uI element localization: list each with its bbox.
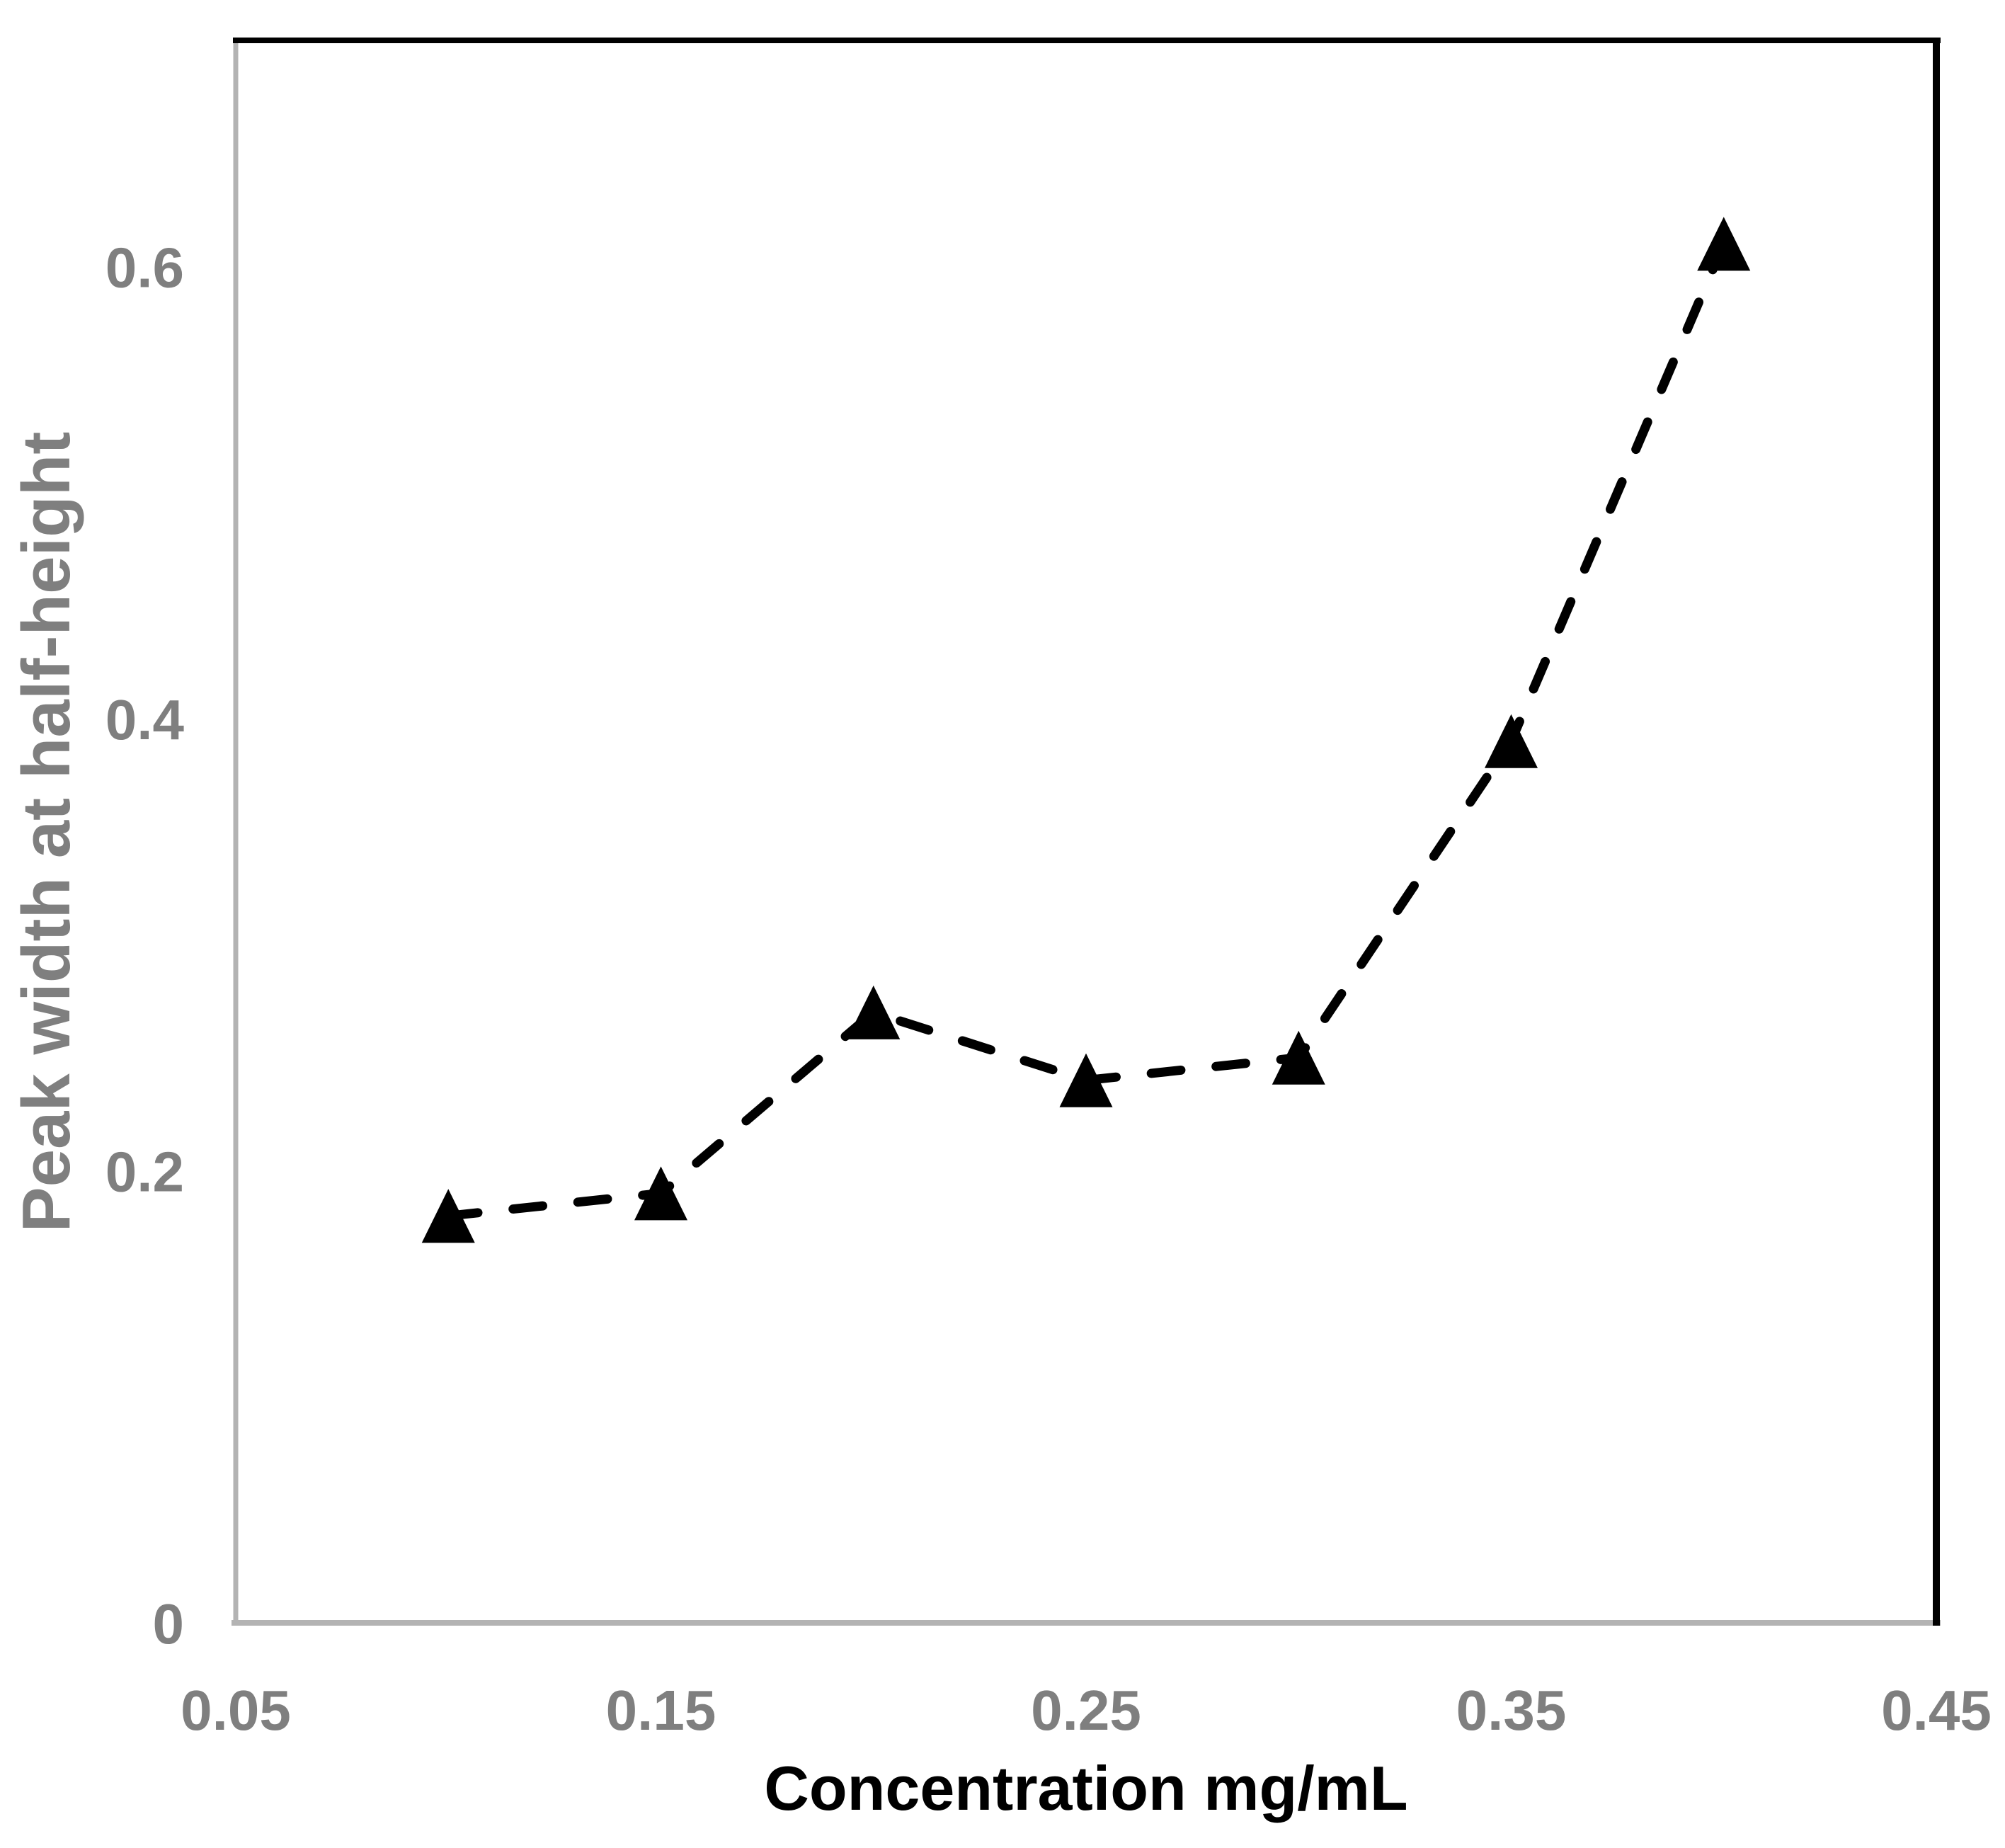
data-point-marker — [634, 1166, 687, 1221]
x-axis-title: Concentration mg/mL — [764, 1753, 1407, 1823]
x-axis-tick-label: 0.05 — [181, 1679, 291, 1742]
x-axis-tick-label: 0.25 — [1031, 1679, 1141, 1742]
x-axis-tick-label: 0.35 — [1456, 1679, 1567, 1742]
plot-area-border — [232, 38, 1941, 1626]
x-axis-tick-label: 0.45 — [1881, 1679, 1992, 1742]
y-axis-tick-label: 0.6 — [105, 236, 184, 299]
data-point-marker — [421, 1189, 475, 1243]
x-axis-tick-label: 0.15 — [606, 1679, 716, 1742]
data-point-marker — [1485, 714, 1538, 768]
data-point-marker — [1059, 1053, 1113, 1107]
y-axis-tick-label: 0 — [153, 1592, 185, 1655]
y-axis-tick-label: 0.4 — [105, 688, 185, 751]
data-point-marker — [847, 985, 901, 1039]
y-axis-title: Peak width at half-height — [8, 432, 84, 1233]
y-axis-tick-labels: 0 0.2 0.4 0.6 — [105, 236, 185, 1655]
series-markers — [421, 217, 1751, 1243]
data-point-marker — [1697, 217, 1751, 271]
x-axis-tick-labels: 0.05 0.15 0.25 0.35 0.45 — [181, 1679, 1992, 1742]
data-point-marker — [1272, 1030, 1325, 1085]
y-axis-tick-label: 0.2 — [105, 1140, 184, 1203]
